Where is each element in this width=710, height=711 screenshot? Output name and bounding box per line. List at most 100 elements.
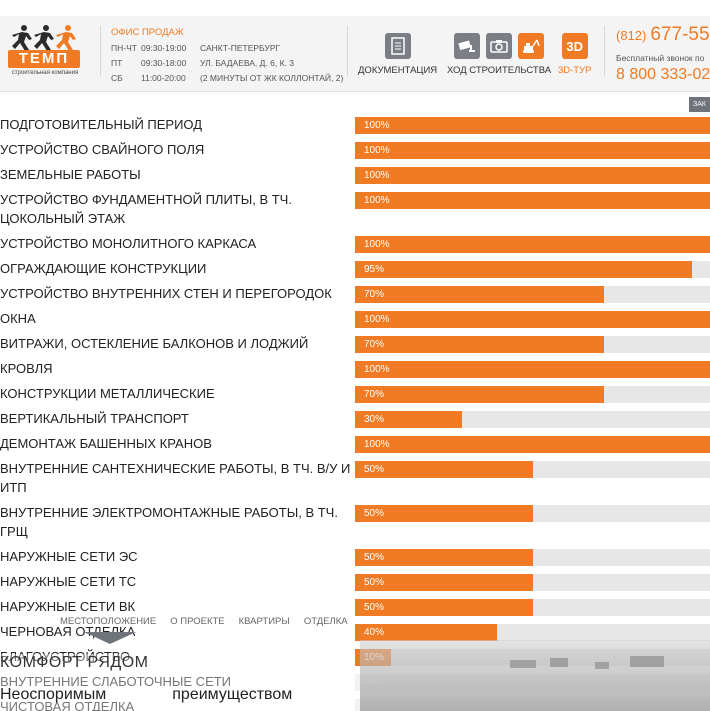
- progress-percent: 50%: [364, 464, 385, 475]
- progress-percent: 70%: [364, 339, 385, 350]
- progress-track: 100%: [355, 311, 710, 328]
- stage-name: ОКНА: [0, 311, 36, 326]
- chevron-down-icon[interactable]: [84, 632, 136, 644]
- stage-name: УСТРОЙСТВО СВАЙНОГО ПОЛЯ: [0, 142, 205, 157]
- schedule-time: 09:30-18:00: [141, 58, 187, 68]
- progress-percent: 100%: [364, 314, 390, 325]
- stage-name: БЛАГОУСТРОЙСТВО: [0, 649, 131, 664]
- progress-percent: 70%: [364, 289, 385, 300]
- progress-percent: 100%: [364, 239, 390, 250]
- progress-track: 50%: [355, 549, 710, 566]
- camera-icon[interactable]: [486, 33, 513, 59]
- stage-name: НАРУЖНЫЕ СЕТИ ТС: [0, 574, 137, 589]
- order-call-button[interactable]: ЗАК: [689, 97, 710, 112]
- nav-3d-tour[interactable]: 3D 3D-ТУР: [558, 33, 591, 76]
- progress-fill: [355, 549, 533, 566]
- main-phone[interactable]: (812) 677-55: [616, 24, 710, 46]
- progress-fill: [355, 142, 710, 159]
- progress-track: 70%: [355, 286, 710, 303]
- schedule-days: СБ: [111, 73, 123, 83]
- stage-name: ЗЕМЕЛЬНЫЕ РАБОТЫ: [0, 167, 141, 182]
- progress-fill: [355, 505, 533, 522]
- progress-fill: [355, 236, 710, 253]
- stage-name: УСТРОЙСТВО МОНОЛИТНОГО КАРКАСА: [0, 236, 257, 251]
- progress-track: 100%: [355, 361, 710, 378]
- progress-track: 100%: [355, 236, 710, 253]
- progress-row: УСТРОЙСТВО ФУНДАМЕНТНОЙ ПЛИТЫ, В ТЧ. ЦОК…: [0, 190, 710, 228]
- schedule-days: ПН-ЧТ: [111, 43, 137, 53]
- progress-track: 100%: [355, 192, 710, 209]
- advantage-text: Неоспоримым преимуществом: [0, 686, 292, 704]
- stage-name: ВНУТРЕННИЕ СЛАБОТОЧНЫЕ СЕТИ: [0, 674, 232, 689]
- stage-name: ЧИСТОВАЯ ОТДЕЛКА: [0, 699, 135, 711]
- section-nav: МЕСТОПОЛОЖЕНИЕ О ПРОЕКТЕ КВАРТИРЫ ОТДЕЛК…: [60, 616, 348, 644]
- phone-code: (812): [616, 28, 647, 43]
- divider: [604, 26, 605, 76]
- progress-fill: [355, 574, 533, 591]
- progress-track: 100%: [355, 167, 710, 184]
- subnav-finishing[interactable]: ОТДЕЛКА: [303, 616, 348, 627]
- phone-number: 677-55: [650, 24, 710, 45]
- progress-track: 50%: [355, 599, 710, 616]
- schedule-time: 11:00-20:00: [141, 73, 186, 83]
- progress-row: ВНУТРЕННИЕ САНТЕХНИЧЕСКИЕ РАБОТЫ, В ТЧ. …: [0, 459, 710, 497]
- webcam-icon[interactable]: [454, 33, 481, 59]
- progress-fill: [355, 336, 604, 353]
- map-block: [510, 660, 536, 668]
- progress-row: УСТРОЙСТВО СВАЙНОГО ПОЛЯ 100%: [0, 140, 710, 159]
- schedule-days: ПТ: [111, 58, 123, 68]
- office-title: ОФИС ПРОДАЖ: [111, 27, 184, 38]
- stage-name: ВНУТРЕННИЕ САНТЕХНИЧЕСКИЕ РАБОТЫ, В ТЧ. …: [0, 461, 351, 495]
- office-directions: (2 МИНУТЫ ОТ ЖК КОЛЛОНТАЙ, 2): [200, 73, 344, 83]
- progress-track: 95%: [355, 261, 710, 278]
- company-logo[interactable]: ТЕМП строительная компания: [4, 24, 86, 80]
- progress-row: НАРУЖНЫЕ СЕТИ ВК 50%: [0, 597, 710, 616]
- stage-name: НАРУЖНЫЕ СЕТИ ВК: [0, 599, 136, 614]
- progress-percent: 30%: [364, 414, 385, 425]
- progress-fill: [355, 167, 710, 184]
- stage-name: ВНУТРЕННИЕ ЭЛЕКТРОМОНТАЖНЫЕ РАБОТЫ, В ТЧ…: [0, 505, 338, 539]
- progress-track: 30%: [355, 411, 710, 428]
- progress-track: 70%: [355, 386, 710, 403]
- nav-construction-label: ХОД СТРОИТЕЛЬСТВА: [447, 65, 552, 76]
- progress-percent: 50%: [364, 602, 385, 613]
- progress-fill: [355, 192, 710, 209]
- progress-track: 50%: [355, 461, 710, 478]
- progress-track: 50%: [355, 505, 710, 522]
- stage-name: КОНСТРУКЦИИ МЕТАЛЛИЧЕСКИЕ: [0, 386, 215, 401]
- progress-fill: [355, 286, 604, 303]
- progress-track: 100%: [355, 117, 710, 134]
- progress-row: ВЕРТИКАЛЬНЫЙ ТРАНСПОРТ 30%: [0, 409, 710, 428]
- progress-row: КОНСТРУКЦИИ МЕТАЛЛИЧЕСКИЕ 70%: [0, 384, 710, 403]
- progress-track: 100%: [355, 436, 710, 453]
- progress-row: УСТРОЙСТВО ВНУТРЕННИХ СТЕН И ПЕРЕГОРОДОК…: [0, 284, 710, 303]
- subnav-apartments[interactable]: КВАРТИРЫ: [238, 616, 290, 627]
- stage-name: КРОВЛЯ: [0, 361, 53, 376]
- schedule-time: 09:30-19:00: [141, 43, 187, 53]
- stage-name: ПОДГОТОВИТЕЛЬНЫЙ ПЕРИОД: [0, 117, 203, 132]
- excavator-icon[interactable]: [518, 33, 545, 59]
- progress-percent: 95%: [364, 264, 385, 275]
- subnav-about[interactable]: О ПРОЕКТЕ: [170, 616, 225, 627]
- progress-track: 70%: [355, 336, 710, 353]
- progress-fill: [355, 117, 710, 134]
- stage-name: ВЕРТИКАЛЬНЫЙ ТРАНСПОРТ: [0, 411, 189, 426]
- nav-documentation[interactable]: ДОКУМЕНТАЦИЯ: [358, 33, 437, 76]
- advantage-word: Неоспоримым: [0, 686, 107, 703]
- progress-row: ВНУТРЕННИЕ ЭЛЕКТРОМОНТАЖНЫЕ РАБОТЫ, В ТЧ…: [0, 503, 710, 541]
- 3d-badge: 3D: [566, 38, 584, 54]
- map-preview[interactable]: [360, 640, 710, 711]
- map-block: [630, 656, 664, 667]
- progress-fill: [355, 386, 604, 403]
- progress-percent: 50%: [364, 552, 385, 563]
- progress-fill: [355, 261, 693, 278]
- subnav-location[interactable]: МЕСТОПОЛОЖЕНИЕ: [60, 616, 157, 627]
- progress-percent: 100%: [364, 145, 390, 156]
- runners-logo-icon: [12, 25, 76, 51]
- stage-name: ДЕМОНТАЖ БАШЕННЫХ КРАНОВ: [0, 436, 212, 451]
- nav-3d-tour-label: 3D-ТУР: [558, 65, 592, 76]
- free-phone[interactable]: 8 800 333-02: [616, 66, 710, 83]
- nav-construction-progress[interactable]: ХОД СТРОИТЕЛЬСТВА: [447, 33, 551, 76]
- progress-fill: [355, 461, 533, 478]
- stage-name: ОГРАЖДАЮЩИЕ КОНСТРУКЦИИ: [0, 261, 207, 276]
